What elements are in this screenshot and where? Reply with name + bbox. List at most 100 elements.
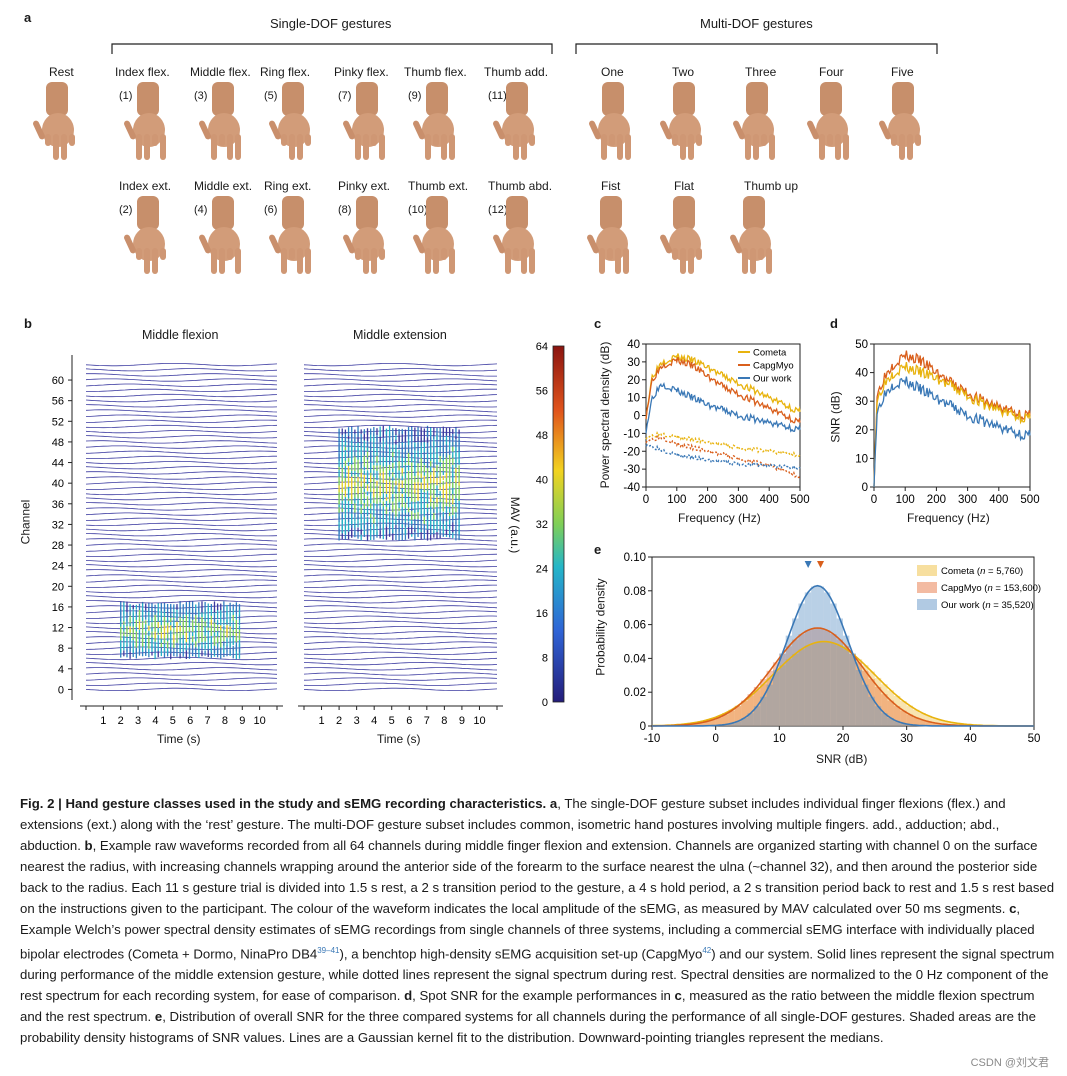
- channel-trace: [85, 538, 278, 542]
- legend-label: Our work (n = 35,520): [941, 600, 1034, 611]
- gesture-label: Thumb flex.: [404, 65, 467, 79]
- channel-trace: [303, 636, 498, 640]
- hand-image: [124, 82, 166, 160]
- channel-trace: [304, 502, 498, 506]
- hand-image: [730, 196, 772, 274]
- snr-x-label: Frequency (Hz): [907, 511, 990, 525]
- channel-trace: [85, 491, 278, 496]
- y-tick-label: 10: [627, 393, 640, 405]
- gesture-label: Thumb up: [744, 179, 799, 193]
- channel-trace: [85, 471, 278, 475]
- legend-label: Cometa (n = 5,760): [941, 566, 1023, 577]
- caption-ref-2[interactable]: 42: [702, 946, 712, 955]
- group-brackets: [111, 43, 938, 54]
- caption-e-label: e: [154, 1009, 163, 1025]
- histogram-bar: [734, 705, 742, 726]
- gesture-number: (1): [119, 90, 133, 102]
- channel-trace: [85, 667, 278, 671]
- gesture-label: Two: [672, 65, 695, 79]
- y-tick-label: 30: [855, 396, 868, 408]
- histogram-bar: [734, 706, 742, 726]
- histogram-bar: [772, 662, 780, 726]
- psd-line-cometa-solid: [645, 353, 801, 420]
- histogram-bar: [855, 662, 863, 726]
- y-tick-label: 44: [52, 458, 64, 470]
- caption-b-label: b: [84, 838, 93, 853]
- channel-trace: [85, 558, 278, 563]
- x-tick-label: 9: [239, 715, 245, 727]
- y-tick-label: 30: [627, 357, 640, 369]
- histogram-bar: [792, 639, 799, 726]
- histogram-bar: [862, 665, 869, 726]
- hand-image: [269, 196, 311, 274]
- hand-image: [660, 196, 702, 274]
- channel-trace: [85, 528, 278, 532]
- channel-trace: [303, 445, 498, 449]
- channel-trace: [303, 491, 498, 496]
- gesture-number: (2): [119, 204, 133, 216]
- psd-x-label: Frequency (Hz): [678, 511, 761, 525]
- histogram-bar: [836, 645, 843, 726]
- channel-trace: [85, 543, 278, 547]
- psd-line-capgmyo-solid: [645, 357, 801, 424]
- y-tick-label: 40: [855, 368, 868, 380]
- channel-trace: [303, 605, 498, 609]
- histogram-bar: [868, 671, 875, 726]
- gesture-label: Middle ext.: [194, 179, 253, 193]
- gesture-number: (8): [338, 204, 352, 216]
- y-tick-label: 8: [58, 643, 64, 655]
- x-tick-label: 4: [371, 715, 377, 727]
- channel-trace: [85, 399, 278, 403]
- histogram-bar: [874, 677, 882, 726]
- histogram-bar: [862, 684, 869, 726]
- channel-trace: [86, 600, 278, 604]
- gesture-label: Five: [891, 65, 914, 79]
- caption-d-label: d: [404, 988, 413, 1004]
- channel-trace: [303, 435, 498, 439]
- histogram-bar: [766, 677, 773, 726]
- channel-trace: [85, 636, 278, 640]
- channel-trace: [303, 383, 498, 387]
- caption-fig-title: Fig. 2 | Hand gesture classes used in th…: [20, 796, 547, 811]
- channel-trace: [85, 651, 278, 655]
- channel-trace: [303, 430, 498, 434]
- histogram-bar: [843, 635, 850, 726]
- histogram-bar: [881, 694, 888, 726]
- channel-trace: [303, 641, 498, 645]
- histogram-bar: [849, 653, 856, 726]
- gesture-label: Four: [819, 65, 844, 79]
- histogram-bar: [932, 718, 939, 726]
- median-marker: [804, 561, 812, 568]
- histogram-bar: [753, 706, 761, 726]
- colorbar-tick: 24: [536, 564, 548, 576]
- histogram-bar: [811, 628, 818, 726]
- channel-trace: [303, 677, 498, 681]
- legend-swatch: [917, 582, 937, 593]
- gesture-label: Thumb add.: [484, 65, 549, 79]
- channel-trace: [303, 393, 498, 398]
- channel-trace: [85, 393, 278, 398]
- channel-trace: [85, 656, 278, 661]
- histogram-bar: [811, 586, 818, 726]
- colorbar-tick: 40: [536, 475, 548, 487]
- channel-trace: [85, 677, 278, 681]
- channel-trace: [85, 672, 278, 676]
- psd-line-our-work-solid: [645, 381, 801, 434]
- channel-trace: [303, 517, 498, 521]
- caption-ref-1[interactable]: 39–41: [317, 946, 340, 955]
- histogram-bar: [785, 635, 793, 726]
- histogram-bar: [792, 653, 799, 726]
- channel-trace: [85, 548, 278, 552]
- channel-trace: [85, 363, 278, 367]
- histogram-bar: [836, 618, 843, 726]
- time-axis-label-right: Time (s): [377, 732, 421, 746]
- channel-trace: [303, 595, 498, 599]
- histogram-bar: [760, 696, 767, 726]
- channel-trace: [86, 631, 278, 635]
- histogram-bar: [823, 630, 831, 726]
- histogram-bar: [753, 690, 761, 726]
- y-tick-label: 0.08: [624, 586, 646, 598]
- legend-label: CapgMyo: [753, 361, 794, 372]
- channel-trace: [303, 466, 498, 470]
- channel-trace: [85, 610, 278, 614]
